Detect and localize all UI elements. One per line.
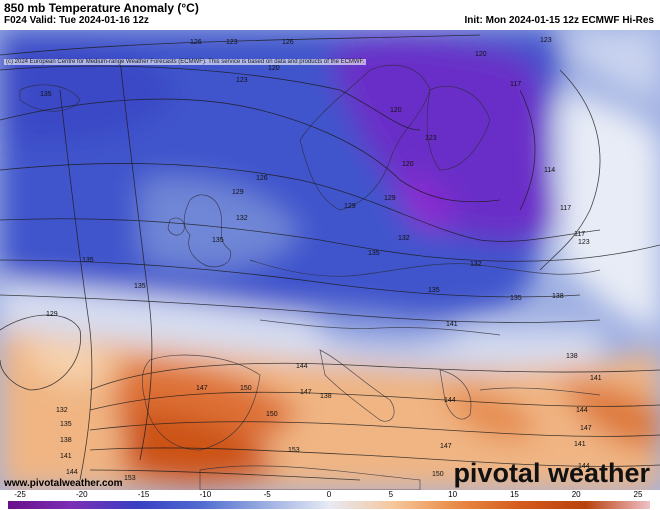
- map-title: 850 mb Temperature Anomaly (°C): [4, 1, 199, 15]
- contour-label: 117: [574, 231, 585, 238]
- contour-label: 126: [256, 175, 268, 182]
- contour-label: 123: [425, 135, 437, 142]
- contour-label: 135: [134, 283, 146, 290]
- colorbar-tick-label: -25: [14, 490, 26, 499]
- contour-label: 135: [510, 295, 522, 302]
- contour-label: 138: [60, 437, 72, 444]
- weather-map[interactable]: 123 126 120 135 126 123 117 120 114 123 …: [0, 30, 660, 490]
- contour-label: 132: [470, 261, 482, 268]
- anomaly-field: 123 126 120 135 126 123 117 120 114 123 …: [0, 30, 660, 490]
- contour-label: 135: [368, 250, 380, 257]
- contour-label: 138: [552, 293, 564, 300]
- colorbar-ticks: -25 -20 -15 -10 -5 0 5 10 15 20 25: [0, 490, 660, 501]
- colorbar-tick-label: 25: [633, 490, 643, 499]
- valid-time: F024 Valid: Tue 2024-01-16 12z: [4, 15, 149, 26]
- contour-label: 153: [124, 475, 136, 482]
- contour-label: 144: [66, 469, 78, 476]
- contour-label: 141: [574, 441, 586, 448]
- contour-label: 126: [282, 39, 294, 46]
- contour-label: 135: [40, 91, 52, 98]
- contour-label: 123: [540, 37, 552, 44]
- colorbar-tick-label: 0: [326, 490, 332, 499]
- colorbar-tick-label: -5: [263, 490, 271, 499]
- contour-label: 132: [398, 235, 410, 242]
- contour-label: 120: [390, 107, 402, 114]
- contour-label: 153: [288, 447, 300, 454]
- contour-label: 117: [510, 81, 521, 88]
- contour-label: 120: [402, 161, 414, 168]
- contour-label: 150: [432, 471, 444, 478]
- contour-label: 147: [196, 385, 208, 392]
- contour-label: 144: [296, 363, 308, 370]
- contour-label: 132: [56, 407, 68, 414]
- contour-label: 141: [60, 453, 72, 460]
- colorbar-tick-label: -10: [199, 490, 212, 499]
- header-bar: 850 mb Temperature Anomaly (°C) F024 Val…: [0, 0, 660, 30]
- contour-label: 120: [475, 51, 487, 58]
- contour-label: 114: [544, 167, 555, 174]
- colorbar: -25 -20 -15 -10 -5 0 5 10 15 20 25: [0, 490, 660, 510]
- contour-label: 129: [344, 203, 356, 210]
- contour-label: 150: [266, 411, 278, 418]
- contour-label: 144: [444, 397, 456, 404]
- init-time: Init: Mon 2024-01-15 12z ECMWF Hi-Res: [464, 15, 654, 26]
- contour-label: 123: [226, 39, 238, 46]
- contour-label: 141: [590, 375, 602, 382]
- contour-label: 147: [300, 389, 312, 396]
- contour-label: 150: [240, 385, 252, 392]
- colorbar-tick-label: 10: [448, 490, 458, 499]
- height-contours: [0, 34, 660, 481]
- colorbar-gradient: [8, 501, 650, 509]
- contour-label: 147: [580, 425, 592, 432]
- copyright-notice: (c) 2024 European Centre for Medium-rang…: [4, 59, 367, 65]
- contour-label: 147: [440, 443, 452, 450]
- contour-label: 138: [566, 353, 578, 360]
- contour-label: 126: [190, 39, 202, 46]
- contour-label: 144: [578, 463, 590, 470]
- colorbar-tick-label: 20: [571, 490, 581, 499]
- contour-label: 120: [268, 65, 280, 72]
- colorbar-tick-label: 15: [509, 490, 519, 499]
- contour-label: 144: [576, 407, 588, 414]
- coastlines: [19, 64, 601, 490]
- colorbar-tick-label: 5: [388, 490, 394, 499]
- website-url[interactable]: www.pivotalweather.com: [4, 478, 123, 489]
- contour-label: 135: [82, 257, 94, 264]
- colorbar-tick-label: -15: [137, 490, 150, 499]
- colorbar-tick-label: -20: [76, 490, 88, 499]
- contour-label: 129: [232, 189, 244, 196]
- pivotal-weather-logo: pivotal weather: [453, 458, 650, 488]
- contour-label: 141: [446, 321, 458, 328]
- contour-labels: 123 126 120 135 126 123 117 120 114 123 …: [40, 37, 602, 482]
- contour-label: 135: [60, 421, 72, 428]
- contour-label: 129: [384, 195, 396, 202]
- contour-label: 123: [578, 239, 590, 246]
- contour-label: 123: [236, 77, 248, 84]
- contour-label: 135: [428, 287, 440, 294]
- contour-label: 138: [320, 393, 332, 400]
- contour-label: 135: [212, 237, 224, 244]
- contour-label: 132: [236, 215, 248, 222]
- contour-label: 117: [560, 205, 571, 212]
- contour-label: 129: [46, 311, 58, 318]
